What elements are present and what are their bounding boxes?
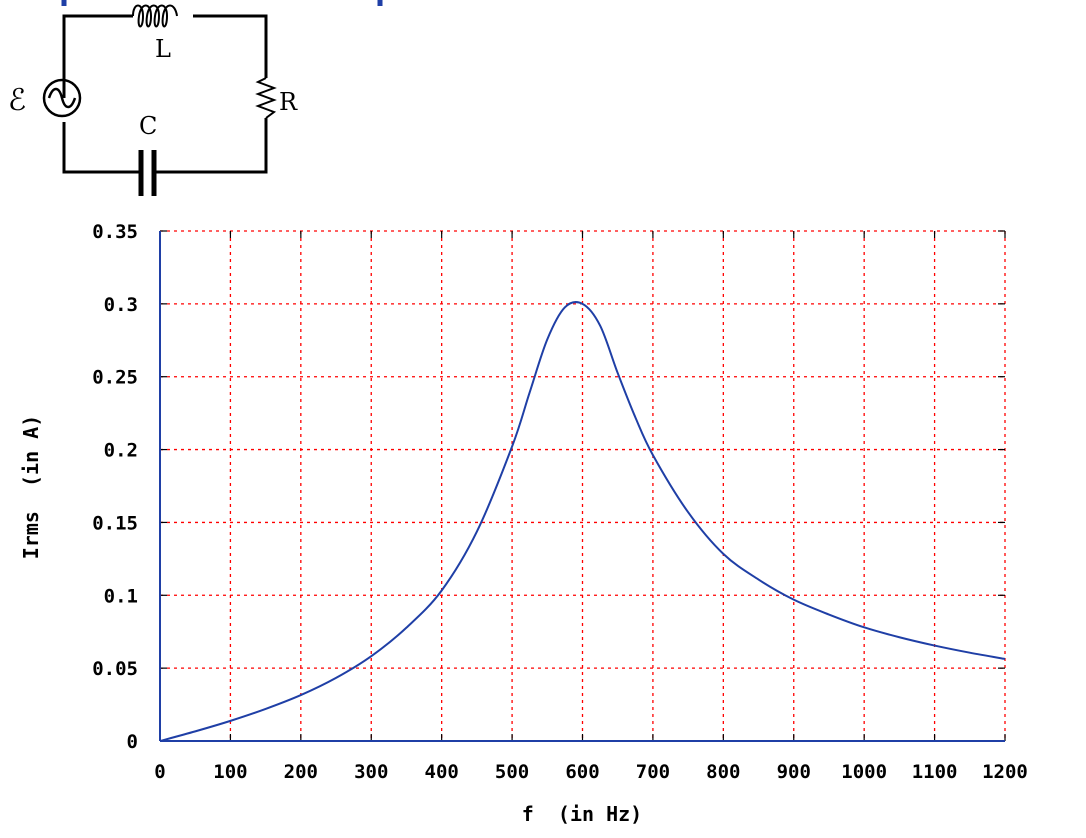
- chart-axes: [159, 230, 1006, 742]
- y-tick-label: 0: [127, 731, 138, 753]
- x-tick-label: 1000: [841, 761, 887, 783]
- chart-grid: [159, 230, 1006, 742]
- y-tick-label: 0.05: [92, 658, 138, 680]
- circuit-wire-bottom-left: [62, 122, 139, 174]
- y-axis-label: Irms (in A): [19, 415, 43, 560]
- circuit-wire-top-right: [193, 14, 268, 78]
- series-line-irms: [159, 301, 1006, 742]
- x-tick-label: 300: [354, 761, 388, 783]
- x-tick-label: 800: [706, 761, 740, 783]
- x-axis-label: f (in Hz): [522, 802, 642, 826]
- rlc-circuit-diagram: [42, 4, 277, 196]
- x-tick-label: 600: [565, 761, 599, 783]
- y-tick-label: 0.35: [92, 221, 138, 243]
- x-tick-label: 1200: [982, 761, 1028, 783]
- circuit-wire-right-lower: [156, 118, 268, 174]
- x-tick-label: 900: [777, 761, 811, 783]
- resistor-label: R: [279, 88, 298, 116]
- x-tick-label: 700: [636, 761, 670, 783]
- y-tick-label: 0.25: [92, 367, 138, 389]
- x-tick-label: 100: [213, 761, 247, 783]
- y-tick-label: 0.15: [92, 512, 138, 534]
- circuit-wire-top-left: [62, 14, 133, 98]
- x-tick-label: 400: [425, 761, 459, 783]
- x-tick-label: 500: [495, 761, 529, 783]
- chart-tick-labels: 0 100 200 300 400 500 600 700 800 900 1000 1100 1200…: [92, 221, 1028, 783]
- inductor-label: L: [155, 35, 171, 63]
- inductor-coil: [132, 4, 178, 28]
- resistor-zigzag: [255, 77, 277, 119]
- emf-label: ℰ: [8, 83, 26, 118]
- ac-source-sine-icon: [47, 87, 77, 109]
- chart-area: 0 100 200 300 400 500 600 700 800 900 1000 1100 1200…: [92, 221, 1028, 783]
- y-tick-label: 0.3: [104, 294, 138, 316]
- y-tick-label: 0.2: [104, 440, 138, 462]
- capacitor-label: C: [139, 112, 157, 140]
- ac-source-circle: [42, 78, 82, 118]
- x-tick-label: 1100: [912, 761, 958, 783]
- x-tick-label: 200: [284, 761, 318, 783]
- x-tick-label: 0: [154, 761, 165, 783]
- y-tick-label: 0.1: [104, 585, 138, 607]
